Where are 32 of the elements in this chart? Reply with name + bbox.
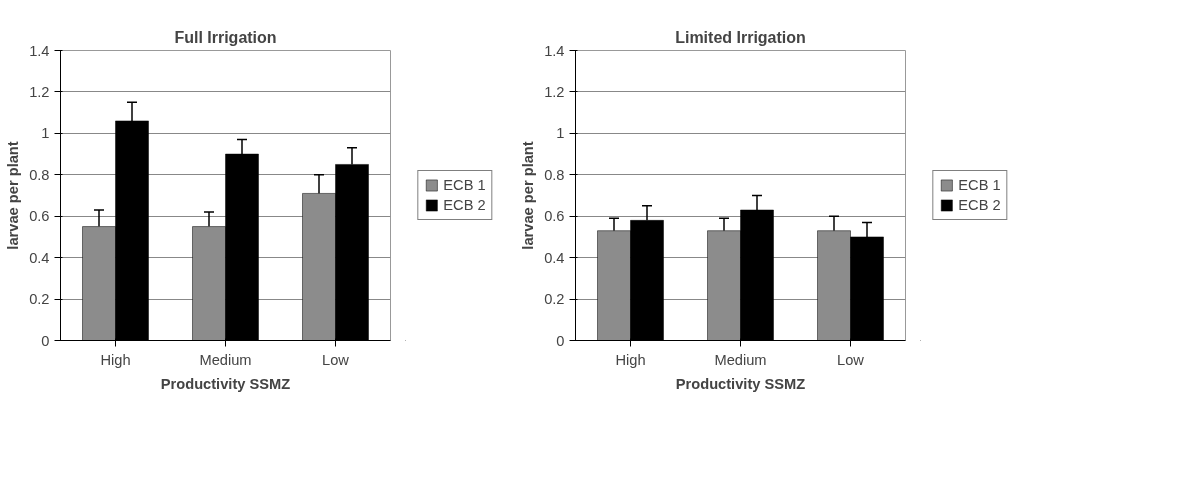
chart-title: Limited Irrigation (675, 28, 806, 46)
y-tick-label: 1.4 (544, 42, 565, 59)
y-tick-label: 1.2 (29, 83, 50, 100)
y-tick-label: 1.4 (29, 42, 50, 59)
y-tick-label: 1 (41, 125, 50, 142)
x-tick-label: High (615, 351, 646, 368)
y-tick-label: 1 (556, 125, 565, 142)
y-tick-label: 0.8 (544, 166, 565, 183)
y-tick-label: 0 (556, 332, 565, 349)
x-tick-label: Medium (199, 351, 252, 368)
y-tick-label: 0.8 (29, 166, 50, 183)
y-axis-title: larvae per plant (5, 141, 22, 250)
y-tick-label: 0.6 (544, 208, 565, 225)
x-axis-title: Productivity SSMZ (160, 375, 291, 392)
legend-label: ECB 2 (443, 197, 486, 213)
y-axis-title: larvae per plant (520, 141, 537, 250)
y-tick-label: 0.6 (29, 208, 50, 225)
x-tick-label: Low (837, 351, 865, 368)
legend-label: ECB 2 (958, 197, 1001, 213)
y-tick-label: 0.2 (29, 291, 50, 308)
legend-label: ECB 1 (443, 177, 486, 193)
y-tick-label: 0.4 (29, 249, 50, 266)
chart-title: Full Irrigation (174, 28, 277, 46)
x-tick-label: Medium (714, 351, 767, 368)
y-tick-label: 0 (41, 332, 50, 349)
y-tick-label: 1.2 (544, 83, 565, 100)
y-tick-label: 0.2 (544, 291, 565, 308)
x-axis-title: Productivity SSMZ (675, 375, 806, 392)
legend-label: ECB 1 (958, 177, 1001, 193)
y-tick-label: 0.4 (544, 249, 565, 266)
x-tick-label: High (100, 351, 131, 368)
x-tick-label: Low (322, 351, 350, 368)
